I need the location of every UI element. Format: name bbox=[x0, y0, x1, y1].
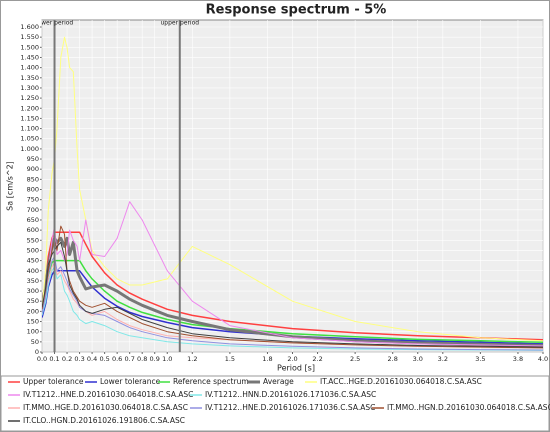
x-tick-label: 1.5 bbox=[225, 355, 235, 363]
x-tick-label: 3.5 bbox=[475, 355, 485, 363]
y-tick-label: 1.550 bbox=[20, 33, 39, 41]
y-tick-label: 1.000 bbox=[20, 145, 39, 153]
y-tick-label: 450 bbox=[27, 257, 39, 265]
x-tick-label: 3.8 bbox=[513, 355, 523, 363]
legend-label: IT.MMO..HGN.D.20161030.064018.C.SA.ASC bbox=[387, 403, 550, 412]
period-marker-label: upper period bbox=[160, 20, 199, 27]
legend-label: IT.MMO..HGE.D.20161030.064018.C.SA.ASC bbox=[23, 403, 188, 412]
y-tick-label: 1.100 bbox=[20, 125, 39, 133]
y-axis-label: Sa [cm/s^2] bbox=[6, 161, 15, 211]
y-tick-label: 500 bbox=[27, 246, 39, 254]
y-tick-label: 600 bbox=[27, 226, 39, 234]
legend-label: IT.CLO..HGN.D.20161026.191806.C.SA.ASC bbox=[23, 416, 185, 425]
y-tick-label: 350 bbox=[27, 277, 39, 285]
y-tick-label: 400 bbox=[27, 267, 39, 275]
x-axis-label: Period [s] bbox=[277, 364, 315, 373]
x-tick-label: 0.1 bbox=[49, 355, 59, 363]
y-tick-label: 800 bbox=[27, 186, 39, 194]
y-tick-label: 100 bbox=[27, 328, 39, 336]
x-tick-label: 0.6 bbox=[112, 355, 122, 363]
y-tick-label: 0 bbox=[35, 348, 39, 356]
x-tick-label: 0.7 bbox=[125, 355, 135, 363]
x-tick-label: 0.8 bbox=[137, 355, 147, 363]
legend-box bbox=[0, 375, 550, 432]
x-tick-label: 0.4 bbox=[87, 355, 97, 363]
y-tick-label: 750 bbox=[27, 196, 39, 204]
x-tick-label: 2.8 bbox=[388, 355, 398, 363]
x-tick-label: 3.0 bbox=[413, 355, 423, 363]
legend-label: Average bbox=[263, 377, 294, 386]
x-tick-label: 3.2 bbox=[438, 355, 448, 363]
y-tick-label: 550 bbox=[27, 236, 39, 244]
legend-label: IV.T1212..HNN.D.20161026.171036.C.SA.ASC bbox=[205, 390, 376, 399]
y-tick-label: 1.050 bbox=[20, 135, 39, 143]
x-tick-label: 0.0 bbox=[37, 355, 47, 363]
legend-label: Upper tolerance bbox=[23, 377, 84, 386]
y-tick-label: 1.600 bbox=[20, 23, 39, 31]
x-tick-label: 1.8 bbox=[262, 355, 272, 363]
y-tick-label: 300 bbox=[27, 287, 39, 295]
chart-title: Response spectrum - 5% bbox=[206, 3, 387, 18]
x-tick-label: 2.5 bbox=[350, 355, 360, 363]
y-tick-label: 1.150 bbox=[20, 114, 39, 122]
y-tick-label: 900 bbox=[27, 165, 39, 173]
legend-label: Reference spectrum bbox=[173, 377, 249, 386]
y-tick-label: 1.450 bbox=[20, 53, 39, 61]
x-tick-label: 0.5 bbox=[99, 355, 109, 363]
y-tick-label: 200 bbox=[27, 307, 39, 315]
y-tick-label: 950 bbox=[27, 155, 39, 163]
y-tick-label: 700 bbox=[27, 206, 39, 214]
x-tick-label: 2.2 bbox=[312, 355, 322, 363]
x-tick-label: 2.0 bbox=[287, 355, 297, 363]
y-tick-label: 650 bbox=[27, 216, 39, 224]
x-tick-label: 1.0 bbox=[162, 355, 172, 363]
legend-label: Lower tolerance bbox=[100, 377, 161, 386]
y-tick-label: 1.400 bbox=[20, 64, 39, 72]
y-tick-label: 1.250 bbox=[20, 94, 39, 102]
y-tick-label: 1.300 bbox=[20, 84, 39, 92]
y-tick-label: 1.500 bbox=[20, 43, 39, 51]
y-tick-label: 50 bbox=[31, 338, 39, 346]
y-tick-label: 1.200 bbox=[20, 104, 39, 112]
x-tick-label: 1.2 bbox=[187, 355, 197, 363]
legend-label: IT.ACC..HGE.D.20161030.064018.C.SA.ASC bbox=[320, 377, 482, 386]
y-tick-label: 150 bbox=[27, 318, 39, 326]
period-marker-label: lower period bbox=[36, 20, 74, 27]
x-tick-label: 4.0 bbox=[538, 355, 548, 363]
y-tick-label: 850 bbox=[27, 175, 39, 183]
x-tick-label: 0.9 bbox=[150, 355, 160, 363]
x-tick-label: 0.3 bbox=[74, 355, 84, 363]
y-tick-label: 1.350 bbox=[20, 74, 39, 82]
x-tick-label: 0.2 bbox=[62, 355, 72, 363]
legend-label: IV.T1212..HNE.D.20161030.064018.C.SA.ASC bbox=[23, 390, 193, 399]
y-tick-label: 250 bbox=[27, 297, 39, 305]
legend-label: IV.T1212..HNE.D.20161026.171036.C.SA.ASC bbox=[205, 403, 375, 412]
